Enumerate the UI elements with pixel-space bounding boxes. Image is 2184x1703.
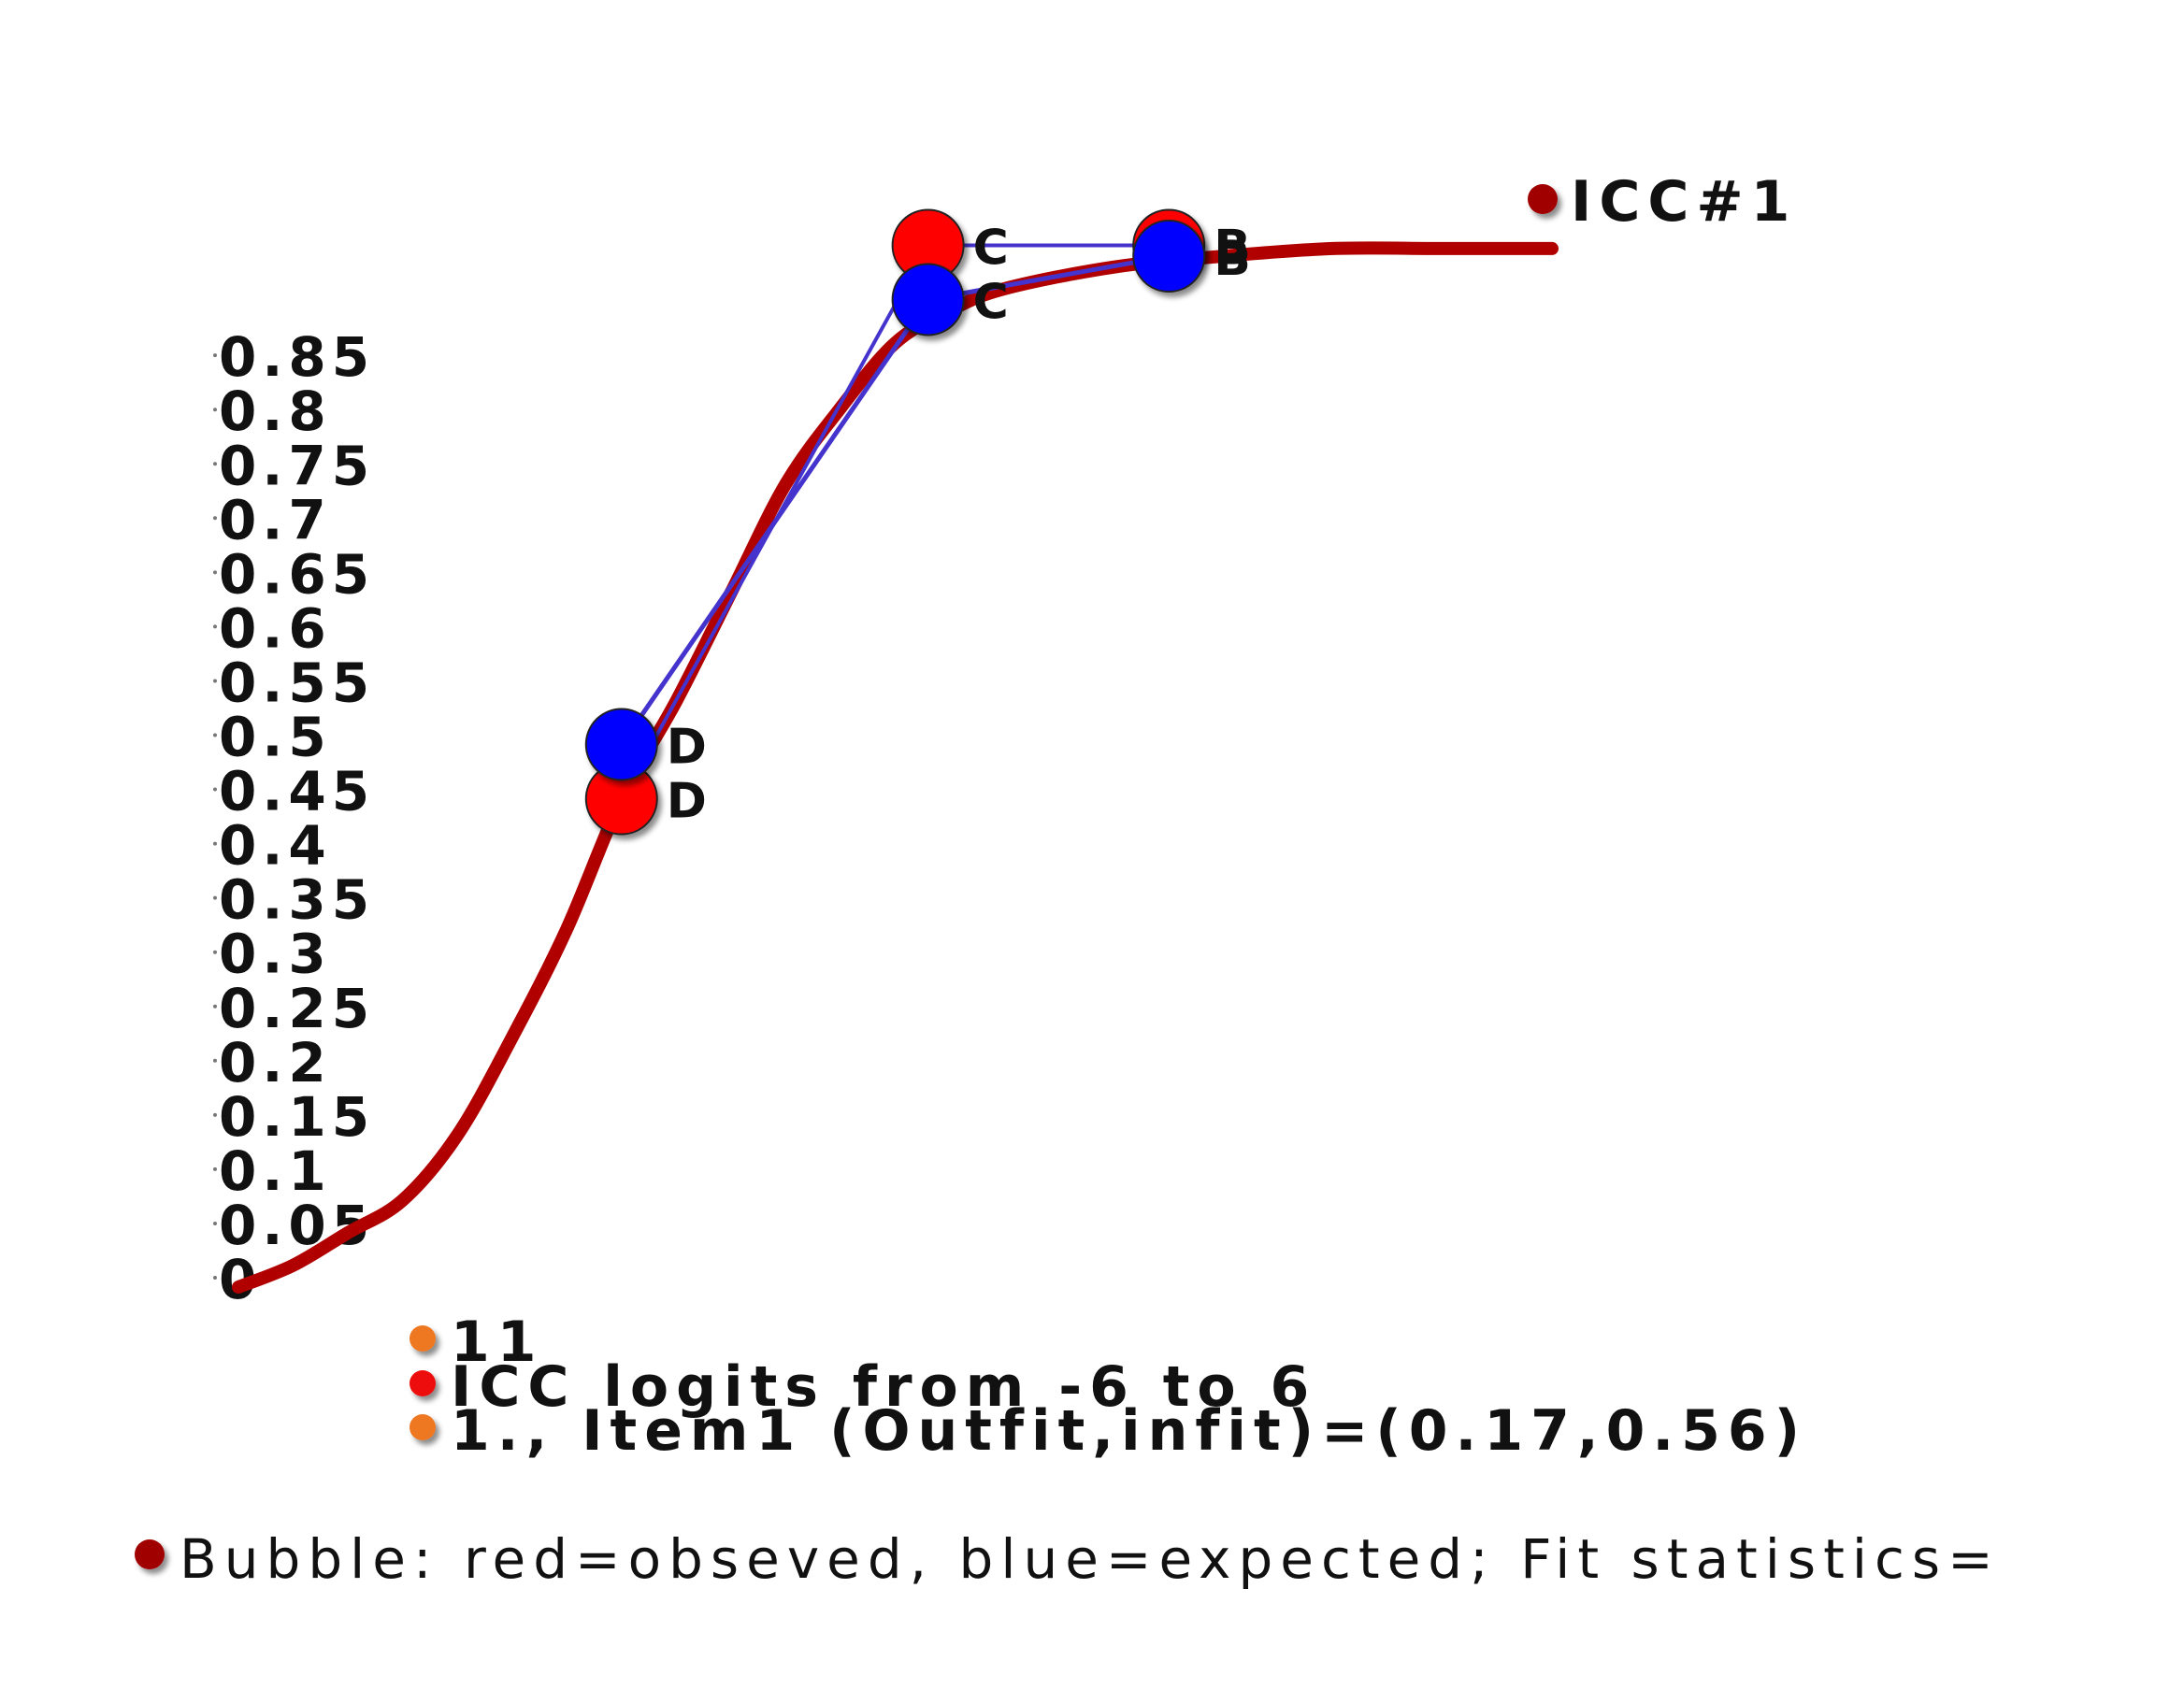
y-tick-mark <box>213 1112 217 1117</box>
y-tick-label: 0.05 <box>219 1194 375 1257</box>
y-tick-label: 0.1 <box>219 1139 332 1203</box>
expected-bubble-label: C <box>973 274 1009 330</box>
y-tick-label: 0.55 <box>219 651 375 714</box>
expected-line-layer <box>619 243 1170 800</box>
y-tick-mark <box>213 624 217 629</box>
expected-bubble <box>891 263 965 336</box>
y-tick-mark <box>213 787 217 792</box>
expected-bubble-label: B <box>1214 231 1251 287</box>
y-tick-label: 0.2 <box>219 1031 332 1095</box>
expected-line <box>619 253 1170 746</box>
y-tick-label: 0.15 <box>219 1085 375 1149</box>
y-tick-label: 0.45 <box>219 760 375 823</box>
footer-text: Bubble: red=obseved, blue=expected; Fit … <box>180 1527 2001 1591</box>
y-tick-mark <box>213 679 217 683</box>
legend-bottom-marker <box>410 1414 436 1440</box>
y-tick-mark <box>213 516 217 521</box>
y-tick-mark <box>213 1166 217 1171</box>
expected-bubble <box>584 708 658 781</box>
legend-top: ICC#1 <box>1528 169 1797 235</box>
y-tick-mark <box>213 950 217 954</box>
y-tick-mark <box>213 462 217 466</box>
y-tick-label: 0.3 <box>219 923 332 986</box>
y-tick-mark <box>213 733 217 737</box>
legend-bottom-label: ICC logits from -6 to 6 <box>451 1354 1316 1420</box>
expected-bubble-label: D <box>667 720 707 776</box>
y-tick-mark <box>213 570 217 575</box>
y-tick-label: 0.65 <box>219 542 375 606</box>
expected-bubble <box>1132 220 1206 293</box>
y-tick-mark <box>213 408 217 412</box>
footer-note: Bubble: red=obseved, blue=expected; Fit … <box>135 1527 2001 1591</box>
icc-curve-layer <box>232 241 1559 1294</box>
legend-bottom-label: 11 <box>451 1309 544 1375</box>
y-tick-mark <box>213 895 217 900</box>
y-tick-label: 0.75 <box>219 434 375 497</box>
bubble-layer: D C B D C B <box>584 208 1251 836</box>
y-tick-label: 0.85 <box>219 325 375 389</box>
y-tick-mark <box>213 841 217 846</box>
y-tick-mark <box>213 1221 217 1225</box>
y-tick-mark <box>213 353 217 358</box>
legend-bottom-marker <box>410 1370 436 1396</box>
observed-line <box>620 243 1170 800</box>
y-tick-mark <box>213 1276 217 1280</box>
y-tick-label: 0.7 <box>219 488 332 551</box>
y-tick-label: 0.6 <box>219 596 332 660</box>
y-tick-label: 0.5 <box>219 706 332 769</box>
footer-marker <box>135 1539 165 1569</box>
observed-bubble-label: B <box>1214 220 1251 276</box>
y-axis: 00.050.10.150.20.250.30.350.40.450.50.55… <box>213 325 375 1311</box>
legend-label-icc: ICC#1 <box>1571 169 1797 235</box>
observed-bubble-label: C <box>973 220 1009 276</box>
y-tick-mark <box>213 1004 217 1009</box>
legend-marker-icc <box>1528 184 1558 214</box>
icc-curve <box>232 241 1559 1294</box>
legend-bottom-label: 1., Item1 (Outfit,infit)=(0.17,0.56) <box>451 1398 1807 1464</box>
y-tick-label: 0.4 <box>219 814 332 878</box>
y-tick-mark <box>213 1058 217 1063</box>
y-tick-label: 0.25 <box>219 977 375 1040</box>
observed-bubble-label: D <box>667 774 707 830</box>
legend-bottom-marker <box>410 1325 436 1352</box>
y-tick-label: 0.35 <box>219 868 375 932</box>
y-tick-label: 0.8 <box>219 379 332 443</box>
